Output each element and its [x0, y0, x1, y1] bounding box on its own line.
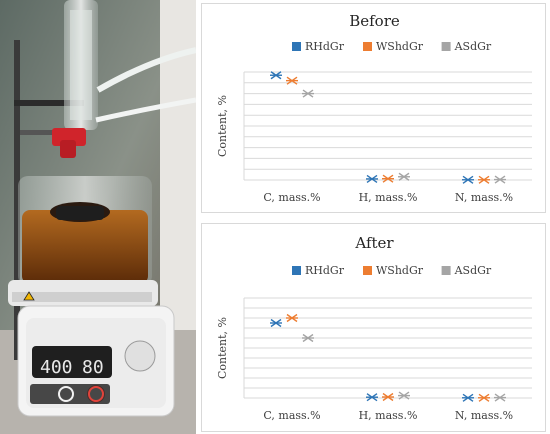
- legend-label-ASdGr: ASdGr: [454, 264, 492, 277]
- category-label: N, mass.%: [455, 191, 513, 204]
- legend-swatch-RHdGr: [292, 266, 301, 275]
- legend-swatch-WShdGr: [363, 266, 372, 275]
- point-RHdGr-1: [366, 174, 378, 183]
- legend-swatch-ASdGr: [441, 42, 451, 51]
- point-WShdGr-2: [478, 175, 490, 184]
- legend-label-WShdGr: WShdGr: [376, 40, 424, 53]
- chart-after: After RHdGr WShdGr ASdGr Content, % C, mass.%…: [201, 223, 546, 432]
- category-label: C, mass.%: [263, 409, 320, 422]
- point-RHdGr-0: [270, 71, 282, 80]
- legend-swatch-WShdGr: [363, 42, 372, 51]
- point-ASdGr-2: [494, 393, 506, 402]
- point-RHdGr-1: [366, 393, 378, 402]
- chart-title: After: [354, 234, 394, 252]
- point-RHdGr-2: [462, 175, 474, 184]
- point-ASdGr-0: [302, 89, 314, 98]
- category-label: N, mass.%: [455, 409, 513, 422]
- chart-before: Before RHdGr WShdGr ASdGr Content, % C, mass.…: [201, 3, 546, 213]
- point-RHdGr-2: [462, 393, 474, 402]
- legend-label-RHdGr: RHdGr: [305, 264, 345, 277]
- speed-display: 80: [82, 357, 104, 378]
- legend-label-RHdGr: RHdGr: [305, 40, 345, 53]
- category-label: C, mass.%: [263, 191, 320, 204]
- lab-reactor-photo: 400 80: [0, 0, 196, 434]
- point-ASdGr-2: [494, 175, 506, 184]
- chart-title: Before: [349, 12, 400, 30]
- y-axis-label: Content, %: [216, 95, 229, 157]
- point-WShdGr-0: [286, 76, 298, 85]
- legend-swatch-ASdGr: [441, 266, 451, 275]
- y-axis-label: Content, %: [216, 317, 229, 379]
- point-ASdGr-1: [398, 391, 410, 400]
- point-WShdGr-1: [382, 174, 394, 183]
- temperature-display: 400: [40, 357, 73, 378]
- category-label: H, mass.%: [359, 191, 418, 204]
- point-ASdGr-0: [302, 333, 314, 343]
- point-RHdGr-0: [270, 318, 282, 328]
- category-label: H, mass.%: [359, 409, 418, 422]
- legend-label-ASdGr: ASdGr: [454, 40, 492, 53]
- point-ASdGr-1: [398, 172, 410, 181]
- point-WShdGr-1: [382, 392, 394, 402]
- point-WShdGr-2: [478, 393, 490, 402]
- legend-swatch-RHdGr: [292, 42, 301, 51]
- legend-label-WShdGr: WShdGr: [376, 264, 424, 277]
- point-WShdGr-0: [286, 313, 298, 323]
